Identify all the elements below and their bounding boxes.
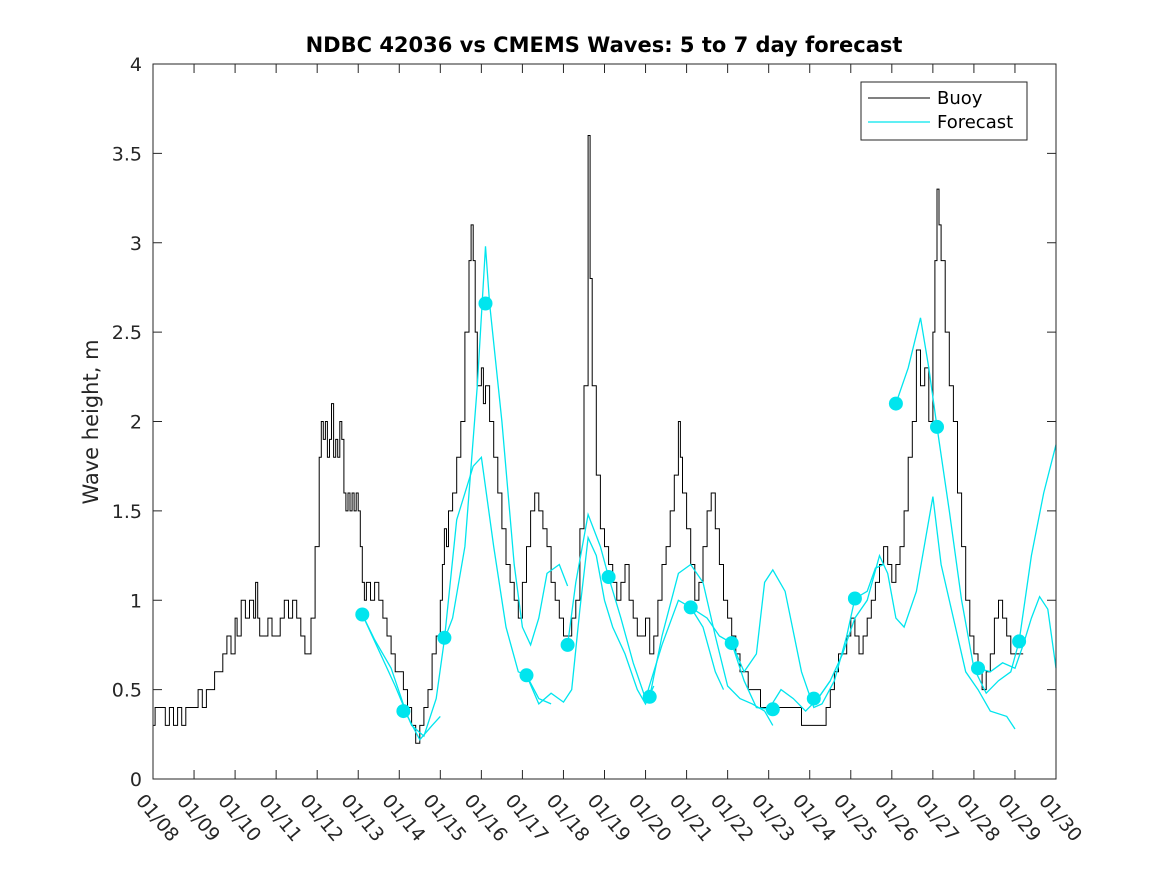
forecast-series-line-4 xyxy=(525,535,655,706)
forecast-marker-10 xyxy=(724,636,739,651)
forecast-series-line-3 xyxy=(443,246,569,647)
forecast-series-line-8 xyxy=(731,563,884,709)
plot-area xyxy=(153,135,1057,744)
chart-title: NDBC 42036 vs CMEMS Waves: 5 to 7 day fo… xyxy=(306,33,903,57)
forecast-series-line-5 xyxy=(566,512,725,701)
y-tick-label: 3.5 xyxy=(112,143,142,165)
forecast-marker-11 xyxy=(765,702,780,717)
legend: Buoy Forecast xyxy=(860,81,1028,141)
y-tick-label: 2 xyxy=(130,412,142,434)
legend-box xyxy=(860,81,1028,141)
forecast-marker-8 xyxy=(642,689,657,704)
forecast-marker-1 xyxy=(355,607,370,622)
y-tick-label: 2.5 xyxy=(112,322,142,344)
forecast-marker-17 xyxy=(1012,634,1027,649)
forecast-marker-4 xyxy=(478,296,493,311)
legend-buoy-label: Buoy xyxy=(937,88,983,109)
forecast-series-line-9 xyxy=(817,496,1016,730)
y-tick-label: 1.5 xyxy=(112,501,142,523)
legend-forecast-label: Forecast xyxy=(937,112,1013,133)
forecast-marker-15 xyxy=(930,419,944,434)
forecast-marker-3 xyxy=(437,630,452,645)
forecast-marker-6 xyxy=(560,637,575,652)
forecast-marker-5 xyxy=(519,668,534,683)
forecast-marker-12 xyxy=(806,691,821,706)
forecast-marker-9 xyxy=(683,600,698,615)
forecast-marker-14 xyxy=(888,396,903,411)
y-tick-label: 0 xyxy=(130,769,142,791)
forecast-marker-7 xyxy=(601,570,616,584)
y-tick-label: 1 xyxy=(130,590,142,612)
forecast-marker-16 xyxy=(971,661,985,676)
forecast-marker-2 xyxy=(396,704,411,719)
y-tick-label: 0.5 xyxy=(112,680,142,702)
y-tick-label: 3 xyxy=(130,233,142,255)
forecast-series-line-7 xyxy=(690,606,831,713)
y-axis-label: Wave height, m xyxy=(79,339,103,504)
buoy-series-line xyxy=(153,135,1024,744)
forecast-marker-13 xyxy=(847,591,862,606)
y-tick-label: 4 xyxy=(130,54,142,76)
